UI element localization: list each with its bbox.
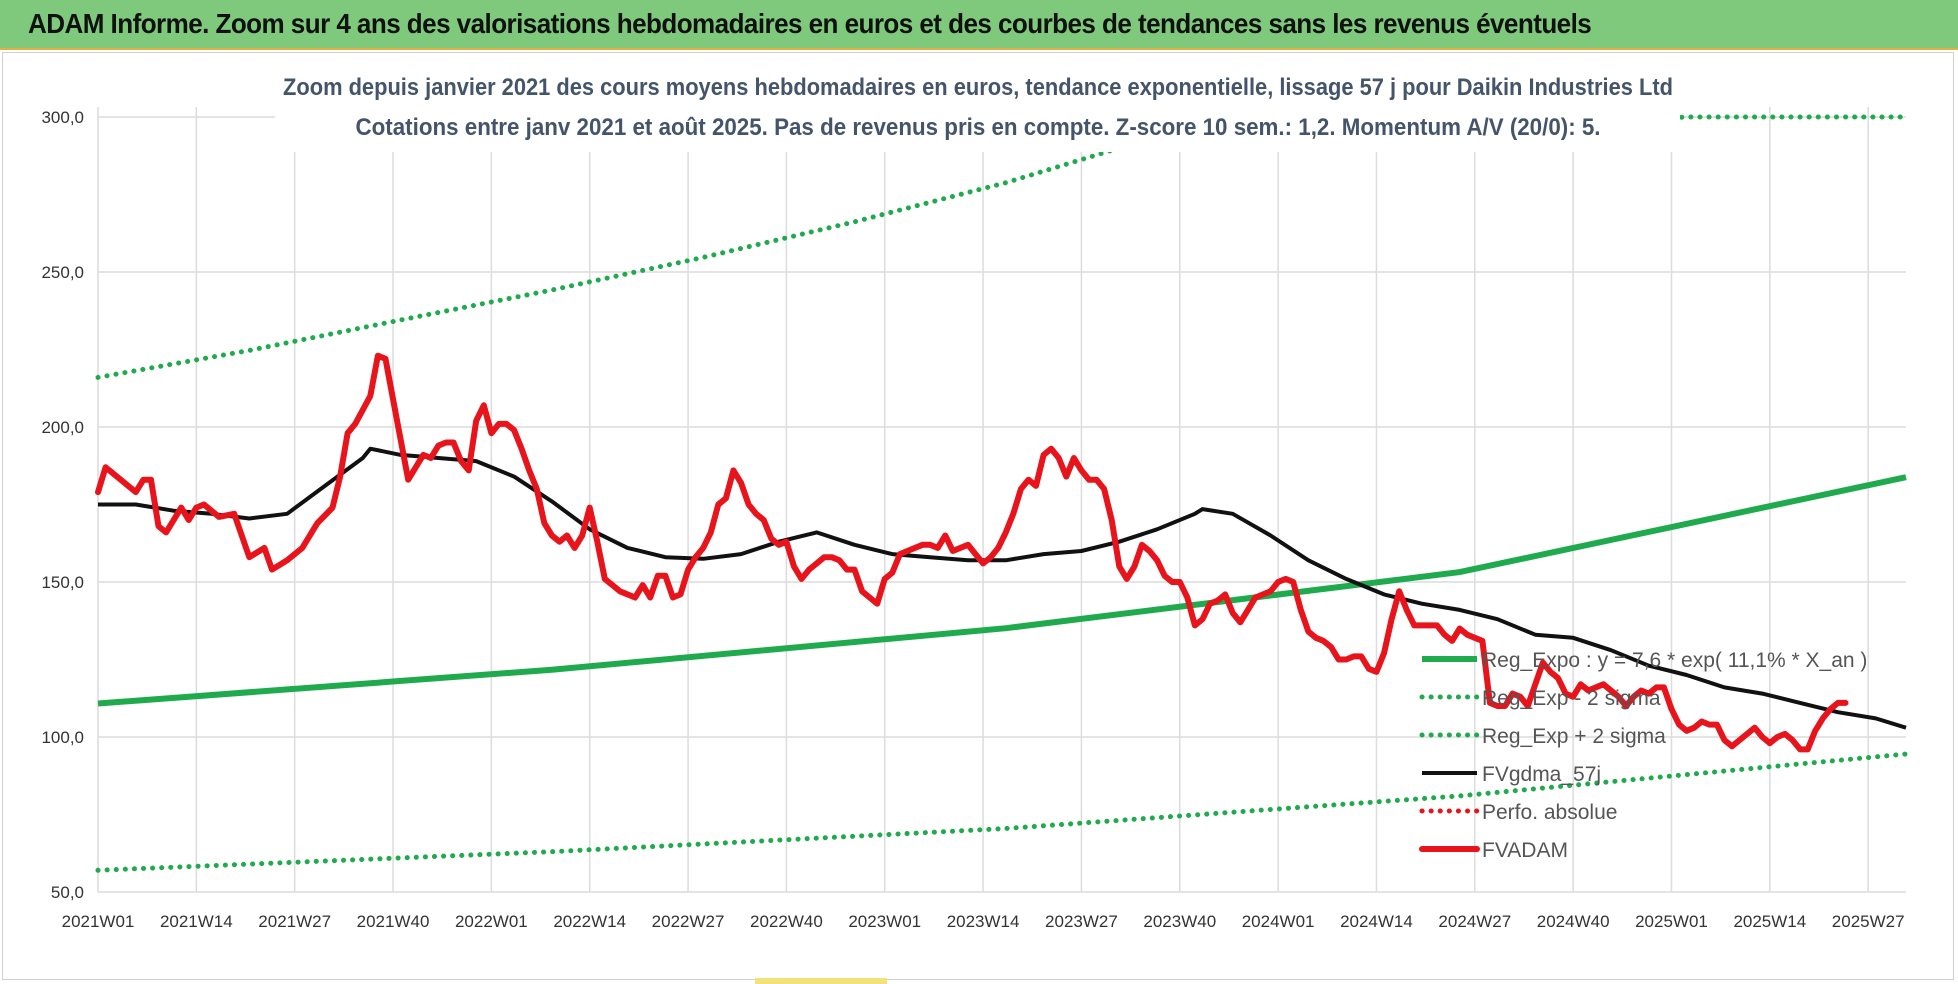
x-tick-label: 2024W27 [1438,912,1511,931]
y-tick-label: 300,0 [41,108,84,127]
chart-series [95,114,1909,873]
y-tick-label: 50,0 [51,883,84,902]
legend-label: Reg_Expo : y = 7,6 * exp( 11,1% * X_an ) [1482,649,1867,672]
x-tick-label: 2023W40 [1143,912,1216,931]
series-line-5 [95,352,1849,753]
y-tick-label: 100,0 [41,728,84,747]
chart-grid [97,107,1906,893]
banner-title: ADAM Informe. Zoom sur 4 ans des valoris… [28,8,1592,39]
sheet-scroll-indicator [755,978,887,984]
subtitle-backdrop [275,70,1680,152]
x-tick-label: 2025W01 [1635,912,1708,931]
x-tick-label: 2022W40 [750,912,823,931]
x-tick-label: 2024W01 [1242,912,1315,931]
legend-label: Perfo. absolue [1482,801,1617,824]
x-tick-label: 2023W27 [1045,912,1118,931]
x-tick-label: 2024W40 [1537,912,1610,931]
series-line-0 [97,474,1907,707]
x-tick-label: 2022W27 [652,912,725,931]
legend-label: Reg_Exp - 2 sigma [1482,687,1661,710]
y-tick-label: 200,0 [41,418,84,437]
y-tick-label: 250,0 [41,263,84,282]
x-tick-label: 2025W14 [1733,912,1806,931]
y-tick-label: 150,0 [41,573,84,592]
series-line-2 [95,114,1909,380]
chart-frame [2,52,1954,980]
series-line-1 [95,751,1909,873]
chart-subtitle: Zoom depuis janvier 2021 des cours moyen… [275,70,1680,152]
chart-subtitle-line: Zoom depuis janvier 2021 des cours moyen… [283,74,1673,101]
x-tick-label: 2025W27 [1832,912,1905,931]
x-tick-label: 2023W14 [947,912,1020,931]
legend-label: FVADAM [1482,839,1568,862]
x-tick-label: 2024W14 [1340,912,1413,931]
x-tick-label: 2022W14 [553,912,626,931]
x-tick-label: 2022W01 [455,912,528,931]
x-tick-label: 2021W27 [258,912,331,931]
legend-label: Reg_Exp + 2 sigma [1482,725,1666,748]
series-line-3 [98,446,1907,730]
x-tick-label: 2021W01 [62,912,135,931]
y-axis-ticks: 50,0 100,0 150,0 200,0 250,0 300,0 [41,108,84,902]
chart-legend: Reg_Expo : y = 7,6 * exp( 11,1% * X_an )… [1419,649,1867,862]
chart-subtitle-line: Cotations entre janv 2021 et août 2025. … [356,114,1601,141]
x-axis-ticks: 2021W01 2021W14 2021W27 2021W40 2022W01 2022W… [62,912,1905,931]
title-banner: ADAM Informe. Zoom sur 4 ans des valoris… [0,0,1958,50]
legend-label: FVgdma_57j [1482,763,1601,786]
x-tick-label: 2021W14 [160,912,233,931]
x-tick-label: 2023W01 [848,912,921,931]
x-tick-label: 2021W40 [357,912,430,931]
